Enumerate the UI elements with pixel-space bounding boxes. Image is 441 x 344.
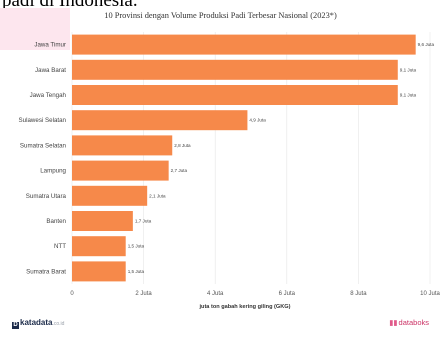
x-tick-label: 8 Juta xyxy=(350,291,367,297)
bar xyxy=(72,110,248,131)
bar xyxy=(72,211,133,231)
data-label: 9,1 Juta xyxy=(400,67,417,72)
label-layer: 0 2 Juta 4 Juta 6 Juta 8 Juta 10 Juta Jawa Tim… xyxy=(19,42,441,297)
x-tick-label: 0 xyxy=(70,291,74,297)
data-label: 2,7 Juta xyxy=(171,168,188,173)
katadata-mark-icon: D xyxy=(12,322,19,329)
category-label: Sumatra Barat xyxy=(26,268,66,275)
bar xyxy=(72,34,416,55)
data-label: 1,5 Juta xyxy=(128,244,145,249)
data-label: 1,7 Juta xyxy=(135,219,152,224)
heading-fragment-text: padi di Indonesia. xyxy=(2,0,138,8)
data-label: 1,5 Juta xyxy=(128,269,145,274)
category-label: Jawa Tengah xyxy=(30,92,67,99)
chart-bars-icon: ▮▮ xyxy=(389,318,398,327)
category-label: NTT xyxy=(54,243,66,250)
bar xyxy=(72,236,126,257)
data-label: 9,1 Juta xyxy=(400,93,417,98)
bar xyxy=(72,185,148,206)
bar xyxy=(72,59,398,80)
category-label: Banten xyxy=(46,218,66,225)
x-tick-label: 4 Juta xyxy=(207,291,224,297)
bar xyxy=(72,160,169,181)
bar-layer xyxy=(72,34,416,282)
x-tick-label: 2 Juta xyxy=(135,291,152,297)
category-label: Sumatra Utara xyxy=(26,193,67,200)
databoks-wordmark: databoks xyxy=(398,318,429,327)
katadata-domain: .co.id xyxy=(52,321,65,327)
bar xyxy=(72,135,173,156)
category-label: Sumatra Selatan xyxy=(20,142,67,149)
chart-title: 10 Provinsi dengan Volume Produksi Padi … xyxy=(104,11,337,20)
data-label: 2,1 Juta xyxy=(149,193,166,198)
katadata-wordmark: katadata xyxy=(20,318,53,327)
category-label: Jawa Barat xyxy=(35,67,66,74)
category-label: Lampung xyxy=(40,168,66,175)
category-label: Sulawesi Selatan xyxy=(19,117,67,124)
bar xyxy=(72,85,398,105)
bar xyxy=(72,261,126,282)
x-tick-label: 6 Juta xyxy=(279,291,296,297)
x-tick-label: 10 Juta xyxy=(420,291,440,297)
databoks-logo: ▮▮databoks xyxy=(389,318,429,327)
data-label: 2,8 Juta xyxy=(174,143,191,148)
data-label: 4,9 Juta xyxy=(249,118,266,123)
category-label: Jawa Timur xyxy=(34,42,66,49)
highlight-block xyxy=(0,8,70,50)
x-axis-title: juta ton gabah kering giling (GKG) xyxy=(198,304,290,310)
data-label: 9,6 Juta xyxy=(418,42,435,47)
heading-fragment: padi di Indonesia. xyxy=(0,0,441,8)
